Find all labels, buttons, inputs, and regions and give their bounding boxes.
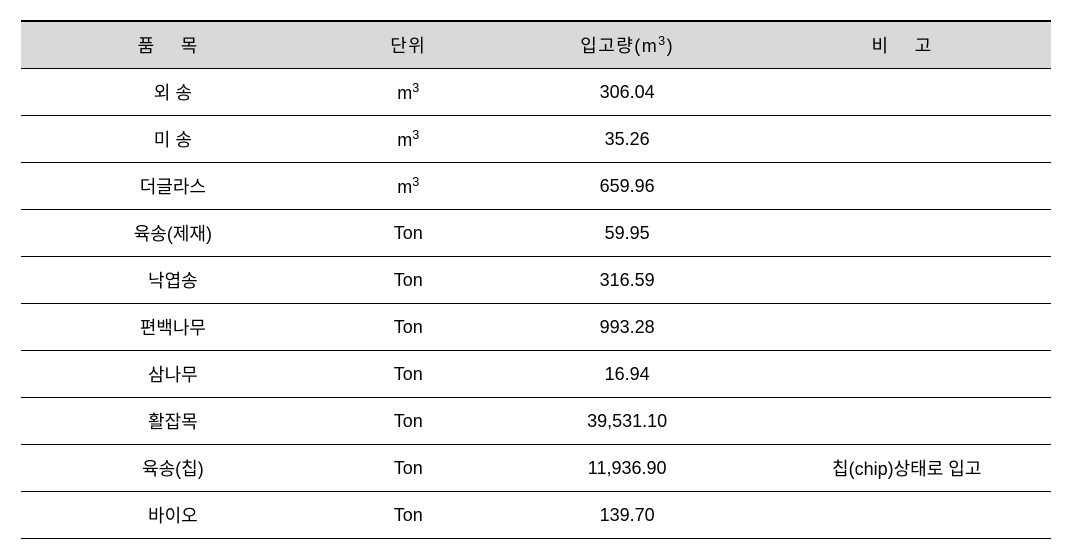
cell-unit: Ton	[325, 351, 491, 398]
table-row: 외 송 m3 306.04	[21, 69, 1051, 116]
cell-note	[763, 69, 1051, 116]
cell-qty: 16.94	[491, 351, 763, 398]
header-row: 품 목 단위 입고량(m3) 비 고	[21, 21, 1051, 69]
col-header-unit: 단위	[325, 21, 491, 69]
table-row: 낙엽송 Ton 316.59	[21, 257, 1051, 304]
table-row: 더글라스 m3 659.96	[21, 163, 1051, 210]
cell-item: 육송(칩)	[21, 445, 326, 492]
table-row: 바이오 Ton 139.70	[21, 492, 1051, 539]
cell-unit: m3	[325, 116, 491, 163]
table-row: 미 송 m3 35.26	[21, 116, 1051, 163]
cell-qty: 139.70	[491, 492, 763, 539]
col-header-item: 품 목	[21, 21, 326, 69]
col-header-qty: 입고량(m3)	[491, 21, 763, 69]
col-header-note-text: 비 고	[871, 36, 942, 56]
data-table: 품 목 단위 입고량(m3) 비 고 외 송 m3 306.04 미 송 m3 …	[21, 20, 1051, 539]
cell-note	[763, 351, 1051, 398]
cell-item: 바이오	[21, 492, 326, 539]
cell-note	[763, 304, 1051, 351]
col-header-qty-text: 입고량(m3)	[580, 36, 674, 56]
cell-note	[763, 163, 1051, 210]
table-row: 활잡목 Ton 39,531.10	[21, 398, 1051, 445]
cell-qty: 35.26	[491, 116, 763, 163]
cell-unit: Ton	[325, 257, 491, 304]
cell-unit: m3	[325, 163, 491, 210]
cell-item: 더글라스	[21, 163, 326, 210]
cell-note	[763, 257, 1051, 304]
cell-unit: m3	[325, 69, 491, 116]
cell-note	[763, 398, 1051, 445]
table-body: 외 송 m3 306.04 미 송 m3 35.26 더글라스 m3 659.9…	[21, 69, 1051, 539]
cell-note	[763, 210, 1051, 257]
cell-unit: Ton	[325, 445, 491, 492]
cell-qty: 11,936.90	[491, 445, 763, 492]
cell-qty: 316.59	[491, 257, 763, 304]
cell-item: 활잡목	[21, 398, 326, 445]
cell-item: 미 송	[21, 116, 326, 163]
cell-unit: Ton	[325, 210, 491, 257]
col-header-note: 비 고	[763, 21, 1051, 69]
cell-note	[763, 116, 1051, 163]
cell-note: 칩(chip)상태로 입고	[763, 445, 1051, 492]
cell-qty: 306.04	[491, 69, 763, 116]
table-row: 삼나무 Ton 16.94	[21, 351, 1051, 398]
cell-note	[763, 492, 1051, 539]
cell-item: 삼나무	[21, 351, 326, 398]
cell-item: 편백나무	[21, 304, 326, 351]
cell-unit: Ton	[325, 304, 491, 351]
table-row: 육송(제재) Ton 59.95	[21, 210, 1051, 257]
cell-unit: Ton	[325, 492, 491, 539]
cell-item: 육송(제재)	[21, 210, 326, 257]
cell-item: 낙엽송	[21, 257, 326, 304]
table-row: 육송(칩) Ton 11,936.90 칩(chip)상태로 입고	[21, 445, 1051, 492]
cell-item: 외 송	[21, 69, 326, 116]
cell-unit: Ton	[325, 398, 491, 445]
cell-qty: 993.28	[491, 304, 763, 351]
col-header-item-text: 품 목	[138, 36, 209, 56]
cell-qty: 659.96	[491, 163, 763, 210]
table-row: 편백나무 Ton 993.28	[21, 304, 1051, 351]
cell-qty: 39,531.10	[491, 398, 763, 445]
cell-qty: 59.95	[491, 210, 763, 257]
